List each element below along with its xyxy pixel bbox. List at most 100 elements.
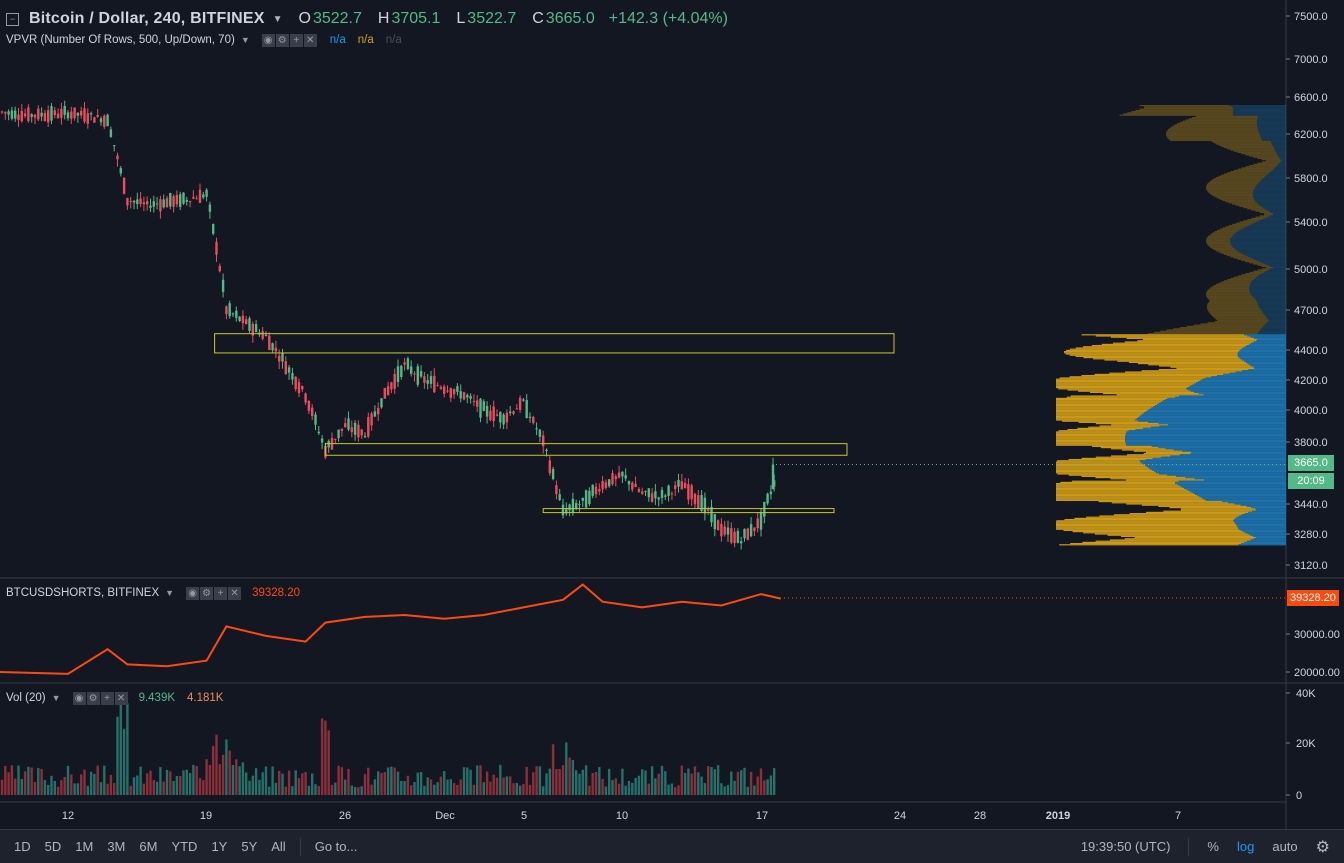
high-key: H [377, 10, 390, 27]
volume-bar [687, 768, 690, 795]
auto-toggle[interactable]: auto [1272, 839, 1298, 854]
vpvr-row [1110, 448, 1166, 450]
vpvr-row [1207, 309, 1261, 311]
chevron-down-icon[interactable]: ▼ [165, 588, 175, 598]
vpvr-row [1232, 246, 1286, 248]
plus-icon[interactable]: + [214, 586, 228, 600]
collapse-icon[interactable]: − [6, 12, 19, 26]
vpvr-row [1257, 339, 1286, 341]
vpvr-row [1057, 460, 1140, 462]
chevron-down-icon[interactable]: ▼ [51, 693, 61, 703]
eye-icon[interactable]: ◉ [186, 586, 200, 600]
vpvr-row [1244, 360, 1286, 362]
vpvr-row [1056, 490, 1189, 492]
vpvr-row [1075, 355, 1238, 357]
volume-bar [598, 766, 601, 795]
volume-bar [413, 782, 416, 795]
gear-icon[interactable]: ⚙ [86, 691, 100, 705]
candle-body [47, 110, 50, 123]
range-1y[interactable]: 1Y [211, 839, 228, 854]
vpvr-row [1058, 430, 1129, 432]
range-1d[interactable]: 1D [14, 839, 31, 854]
volume-bar [106, 783, 109, 795]
vpvr-row [1146, 466, 1286, 468]
shorts-label[interactable]: BTCUSDSHORTS, BITFINEX [6, 587, 160, 599]
eye-icon[interactable]: ◉ [261, 33, 275, 47]
vpvr-row [1210, 193, 1253, 195]
range-5y[interactable]: 5Y [241, 839, 258, 854]
vpvr-label[interactable]: VPVR (Number Of Rows, 500, Up/Down, 70) [6, 34, 235, 46]
log-toggle[interactable]: log [1236, 839, 1255, 854]
range-ytd[interactable]: YTD [171, 839, 198, 854]
vpvr-row [1208, 191, 1254, 193]
volume-bar [617, 783, 621, 795]
range-5d[interactable]: 5D [44, 839, 62, 854]
volume-bar [27, 766, 30, 795]
range-6m[interactable]: 6M [139, 839, 158, 854]
vpvr-row [1056, 408, 1150, 410]
gear-icon[interactable]: ⚙ [1315, 838, 1330, 856]
volume-bar [287, 770, 291, 795]
close-icon[interactable]: ✕ [114, 691, 128, 705]
vpvr-row [1270, 211, 1286, 213]
vpvr-row [1090, 391, 1195, 393]
candle-body [4, 111, 7, 114]
gear-icon[interactable]: ⚙ [200, 586, 214, 600]
close-icon[interactable]: ✕ [228, 586, 242, 600]
plus-icon[interactable]: + [289, 33, 303, 47]
vpvr-row [1258, 305, 1286, 307]
range-1m[interactable]: 1M [75, 839, 94, 854]
percent-toggle[interactable]: % [1207, 839, 1219, 854]
chevron-down-icon[interactable]: ▼ [272, 13, 283, 25]
volume-bar [198, 778, 202, 795]
volume-bar [162, 781, 165, 795]
range-all[interactable]: All [271, 839, 286, 854]
vpvr-row [1056, 409, 1148, 411]
volume-bar [327, 730, 330, 795]
close-icon[interactable]: ✕ [303, 33, 317, 47]
vpvr-row [1235, 222, 1254, 224]
vpvr-row [1262, 178, 1286, 180]
symbol-name[interactable]: Bitcoin / Dollar, 240, BITFINEX [29, 10, 265, 27]
volume-bar [139, 766, 142, 795]
chevron-down-icon[interactable]: ▼ [240, 35, 250, 45]
vpvr-row [1270, 268, 1286, 270]
vpvr-row [1056, 523, 1236, 525]
plus-icon[interactable]: + [100, 691, 114, 705]
vpvr-row [1213, 178, 1263, 180]
vpvr-row [1175, 475, 1286, 477]
clock[interactable]: 19:39:50 (UTC) [1080, 839, 1171, 854]
goto-button[interactable]: Go to... [314, 839, 358, 854]
vpvr-row [1243, 334, 1286, 336]
volume-bar [373, 779, 377, 795]
time-tick-label: 26 [339, 810, 351, 822]
vpvr-row [1241, 167, 1275, 169]
vpvr-row [1252, 192, 1286, 194]
volume-bar [637, 775, 641, 795]
volume-bar [749, 771, 753, 795]
vpvr-row [1158, 505, 1247, 507]
candle-body [410, 366, 413, 374]
gear-icon[interactable]: ⚙ [275, 33, 289, 47]
vpvr-row [1139, 415, 1286, 417]
vpvr-row [1213, 316, 1266, 318]
range-3m[interactable]: 3M [107, 839, 126, 854]
vpvr-row [1253, 163, 1279, 165]
candle-body [456, 386, 459, 392]
eye-icon[interactable]: ◉ [72, 691, 86, 705]
vpvr-row [1152, 469, 1286, 471]
vpvr-row [1257, 304, 1286, 306]
bottom-toolbar: 1D 5D 1M 3M 6M YTD 1Y 5Y All Go to... 19:39:50 (… [0, 829, 1344, 863]
vpvr-row [1167, 474, 1286, 476]
price-tick-label: 5400.0 [1294, 217, 1328, 229]
candle-body [713, 514, 716, 530]
candle-body [687, 484, 690, 500]
candle-body [373, 411, 377, 417]
candle-body [360, 429, 363, 436]
volume-bar [4, 765, 7, 795]
vpvr-value-2: n/a [357, 34, 374, 46]
vol-label[interactable]: Vol (20) [6, 692, 46, 704]
volume-bar [561, 765, 565, 795]
vpvr-row [1262, 139, 1286, 141]
